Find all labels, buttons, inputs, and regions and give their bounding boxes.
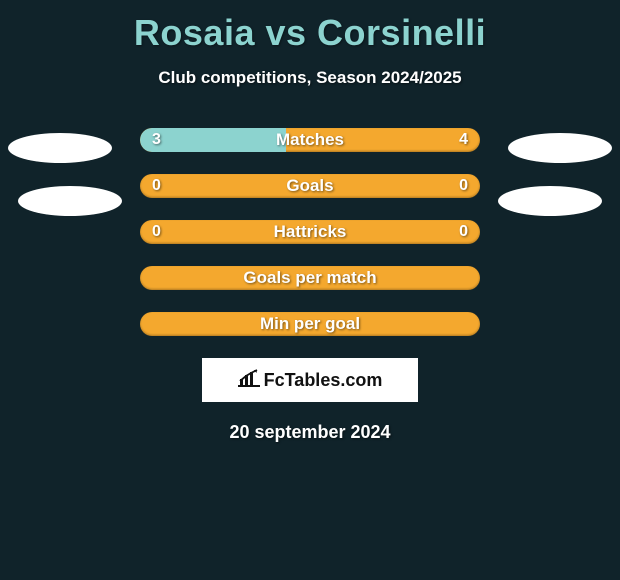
subtitle: Club competitions, Season 2024/2025 [0, 68, 620, 88]
disk-shape [18, 186, 122, 216]
bar-label: Goals per match [140, 266, 480, 290]
logo-text: FcTables.com [264, 370, 383, 391]
chart-icon [238, 369, 260, 392]
disk-shape [508, 133, 612, 163]
bar-label: Goals [140, 174, 480, 198]
logo-box: FcTables.com [202, 358, 418, 402]
date-line: 20 september 2024 [0, 422, 620, 443]
disk-shape [8, 133, 112, 163]
comparison-chart: 34Matches 00Goals 00Hattricks Goals per mat… [0, 128, 620, 336]
bar-row: 00Goals [140, 174, 480, 198]
disk-shape [498, 186, 602, 216]
bars-container: 34Matches 00Goals 00Hattricks Goals per mat… [140, 128, 480, 336]
bar-label: Min per goal [140, 312, 480, 336]
page-title: Rosaia vs Corsinelli [0, 0, 620, 54]
bar-row: 34Matches [140, 128, 480, 152]
title-player-left: Rosaia [134, 12, 255, 53]
bar-row: Min per goal [140, 312, 480, 336]
title-vs: vs [265, 12, 306, 53]
bar-label: Matches [140, 128, 480, 152]
bar-row: Goals per match [140, 266, 480, 290]
bar-row: 00Hattricks [140, 220, 480, 244]
title-player-right: Corsinelli [317, 12, 486, 53]
bar-label: Hattricks [140, 220, 480, 244]
